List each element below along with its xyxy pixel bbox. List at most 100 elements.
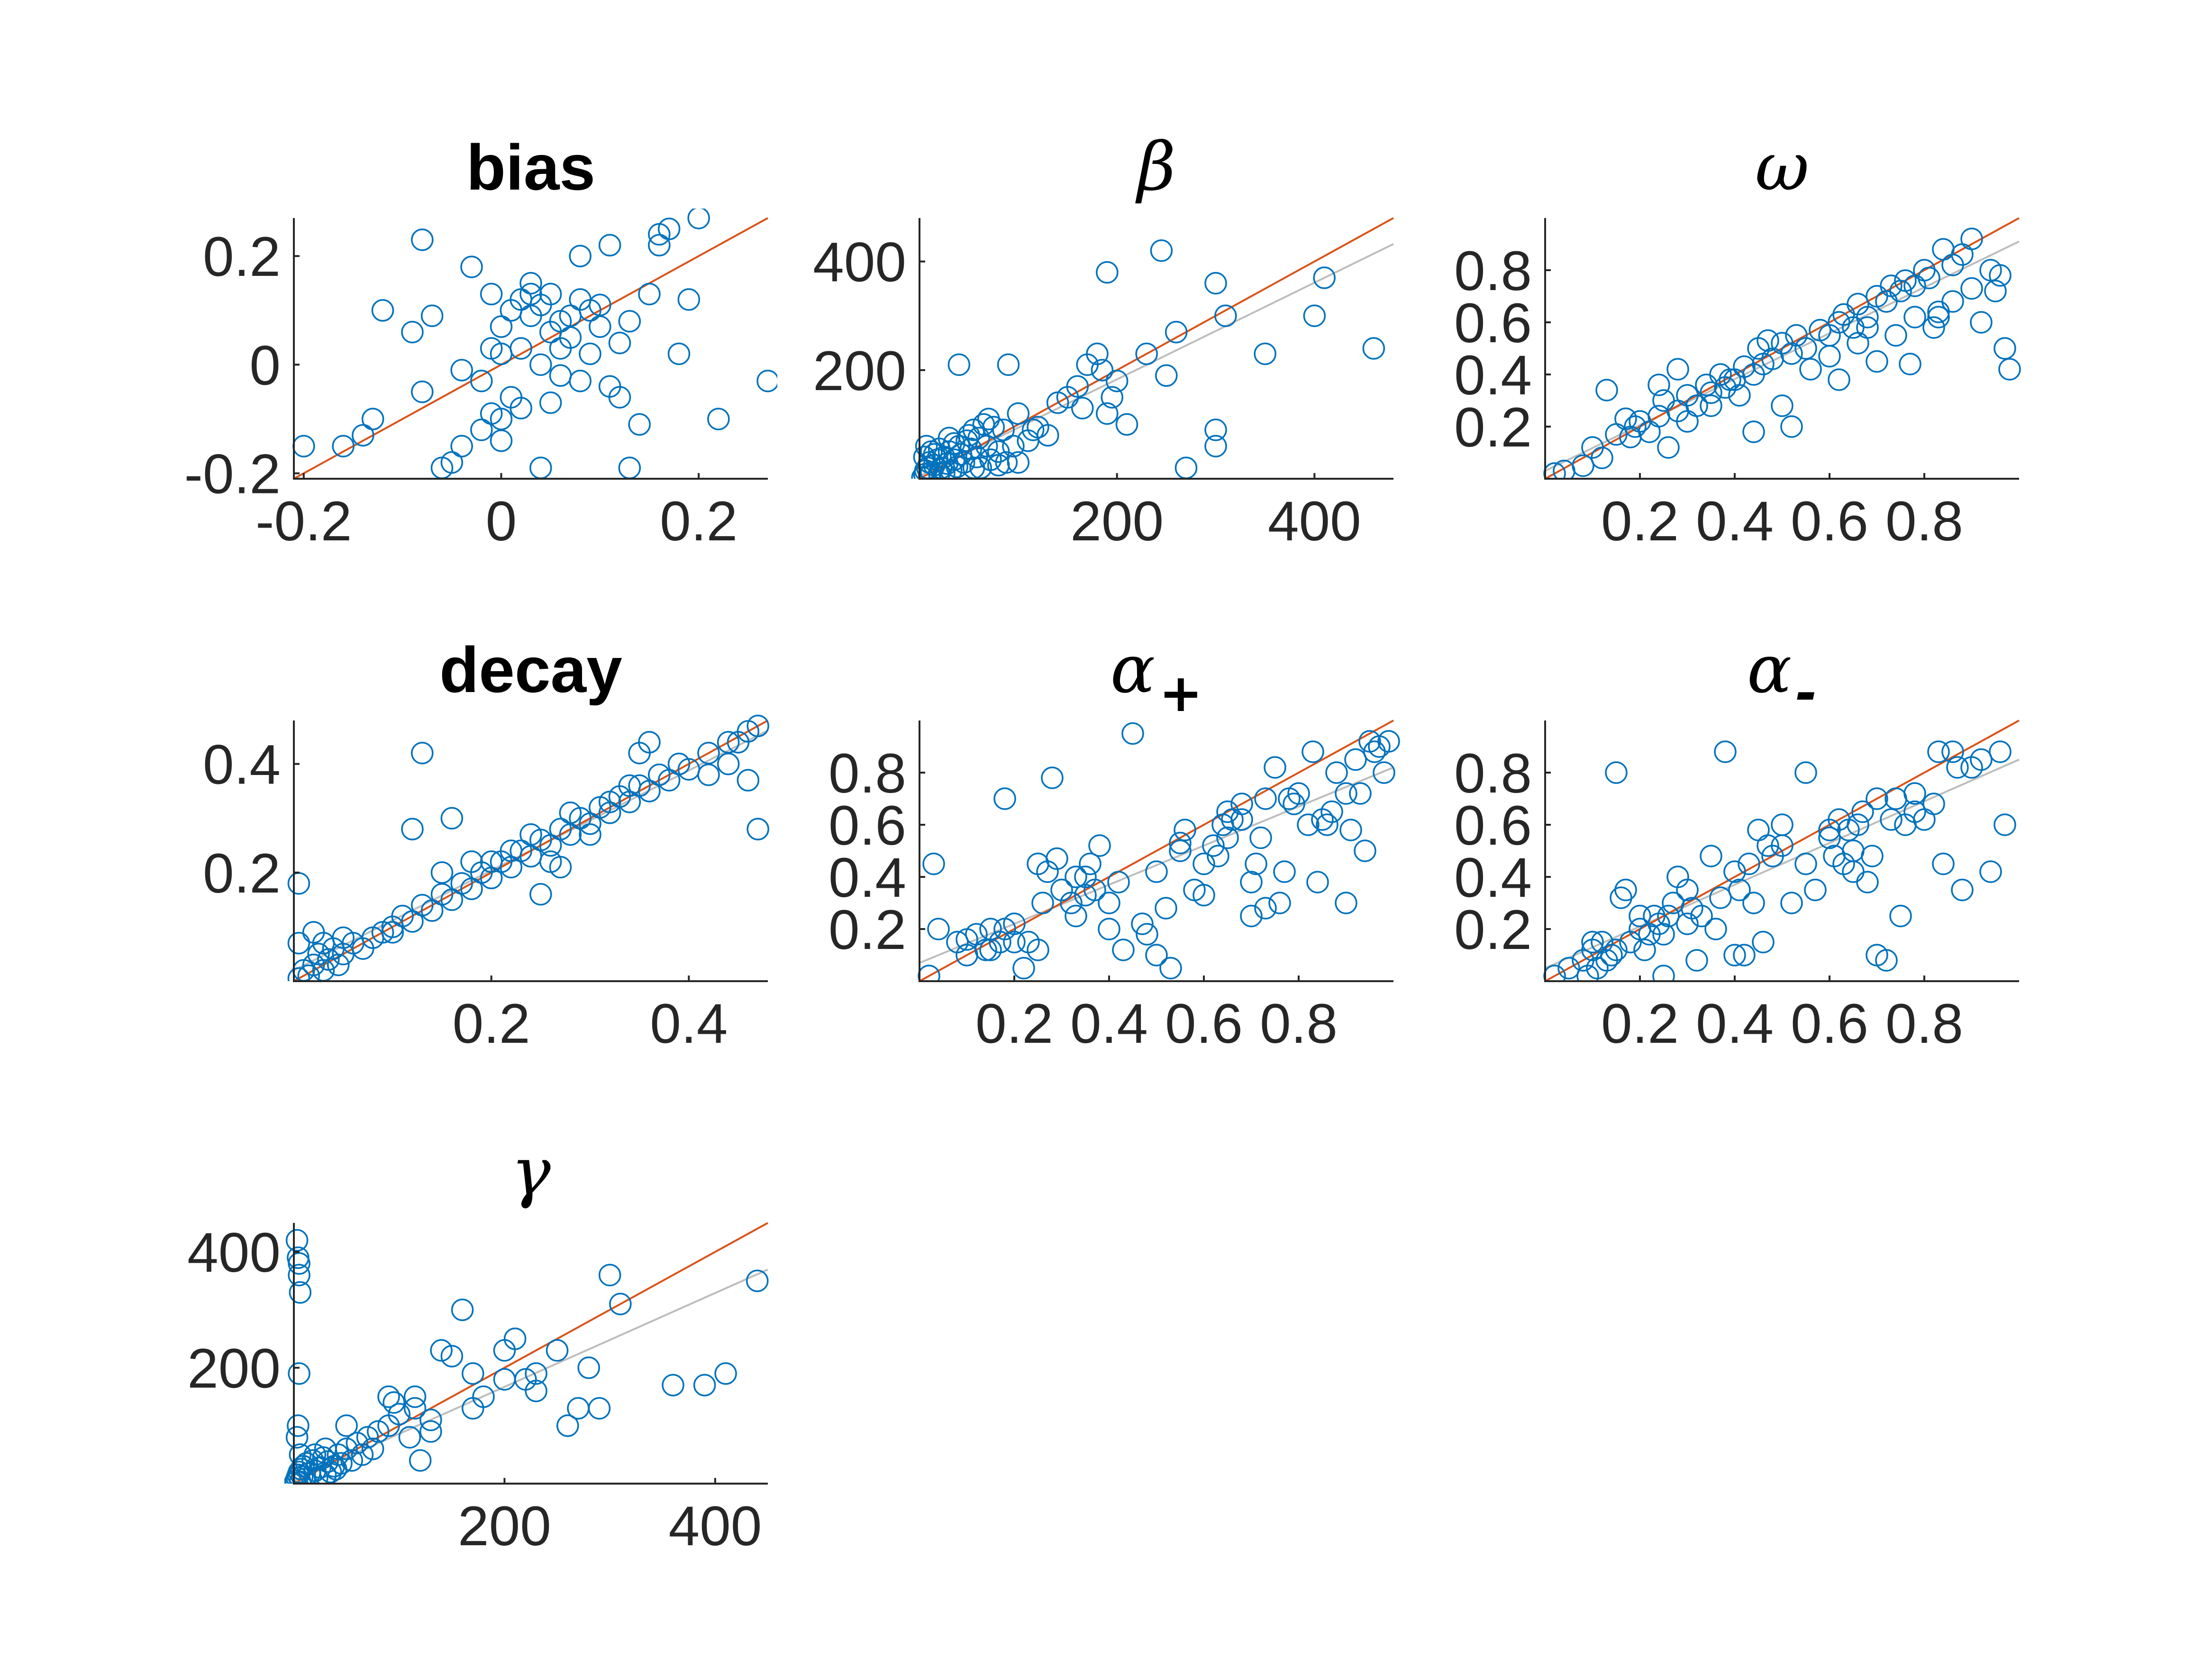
data-point <box>377 1385 400 1408</box>
data-point <box>525 1379 547 1403</box>
title-subscript: + <box>1159 663 1202 723</box>
data-point <box>927 918 950 940</box>
data-point <box>1096 261 1119 284</box>
title-subscript: - <box>1795 663 1817 723</box>
data-point <box>1230 793 1253 815</box>
y-tick-label: 400 <box>813 231 906 294</box>
data-point <box>480 337 503 360</box>
data-point <box>1605 939 1628 961</box>
data-point <box>1994 337 2016 360</box>
data-point <box>618 456 641 479</box>
data-point <box>1889 904 1912 928</box>
data-point <box>460 255 483 278</box>
data-point <box>1884 787 1907 810</box>
data-point <box>287 872 310 895</box>
x-tick-label: 0.4 <box>650 993 728 1055</box>
data-point <box>419 1408 442 1431</box>
data-point <box>1297 813 1320 836</box>
x-tick-label: 0.6 <box>1791 490 1868 553</box>
data-point <box>1723 944 1746 966</box>
data-point <box>1918 266 1940 290</box>
data-point <box>1101 386 1123 409</box>
data-point <box>559 802 582 824</box>
data-point <box>460 850 483 873</box>
data-point <box>997 353 1020 376</box>
data-point <box>714 1362 737 1385</box>
data-point <box>401 910 424 933</box>
data-point <box>440 1345 464 1367</box>
data-point <box>737 769 760 792</box>
data-point <box>1003 930 1026 954</box>
data-point <box>411 742 434 765</box>
data-point <box>579 823 601 846</box>
data-point <box>381 921 404 944</box>
data-point <box>638 283 661 306</box>
data-point <box>430 861 454 884</box>
data-point <box>1610 886 1632 909</box>
data-point <box>285 1426 309 1449</box>
data-point <box>1325 761 1348 784</box>
axes <box>293 218 768 480</box>
data-point <box>1771 394 1793 417</box>
x-tick-label: 400 <box>668 1495 762 1558</box>
data-point <box>1135 342 1158 365</box>
data-point <box>1136 923 1158 946</box>
data-point <box>367 1420 390 1443</box>
identity-line <box>919 217 1394 479</box>
data-point <box>1098 918 1120 940</box>
data-point <box>1847 332 1869 355</box>
data-point <box>1657 904 1680 928</box>
data-point <box>717 752 740 775</box>
data-point <box>288 1252 310 1275</box>
data-point <box>939 459 963 479</box>
panel-title: γ <box>511 1133 551 1211</box>
axes <box>1544 720 2019 982</box>
panel-title: decay <box>439 634 622 706</box>
y-tick-label: 0.6 <box>1454 794 1532 857</box>
panel-title: ω <box>1755 128 1809 206</box>
data-point <box>1629 904 1651 928</box>
data-point <box>1046 847 1068 870</box>
data-point <box>327 1443 350 1466</box>
data-point <box>285 1229 309 1252</box>
data-point <box>1169 831 1192 855</box>
data-point <box>1605 423 1628 446</box>
data-point <box>1065 904 1087 928</box>
y-tick-label: 0.8 <box>1454 240 1532 302</box>
y-tick-label: 200 <box>813 340 906 402</box>
plot-area <box>1543 720 2020 981</box>
data-point <box>993 787 1016 810</box>
y-tick-label: -0.2 <box>184 443 281 506</box>
data-point <box>922 852 945 875</box>
data-point <box>1165 320 1188 344</box>
data-point <box>979 939 1002 961</box>
data-point <box>1264 756 1286 779</box>
data-point <box>1633 939 1656 961</box>
data-point <box>403 1385 427 1408</box>
data-point <box>1354 839 1376 862</box>
data-point <box>1728 878 1751 902</box>
x-tick-label: 0.8 <box>1885 490 1963 553</box>
data-point <box>648 234 671 257</box>
data-point <box>717 731 740 754</box>
data-point <box>933 462 956 479</box>
data-point <box>1600 944 1623 966</box>
panel-alpha-minus: 0.2 0.4 0.6 0.80.20.40.60.8α- <box>1454 631 2020 1055</box>
data-point <box>1685 949 1708 972</box>
data-point <box>1316 813 1338 836</box>
data-point <box>289 1281 312 1304</box>
data-point <box>288 1362 310 1385</box>
axes <box>293 720 768 982</box>
x-tick-label: 0.2 <box>660 490 737 553</box>
data-point <box>1283 793 1305 815</box>
data-point <box>1927 740 1950 763</box>
data-point <box>913 446 936 468</box>
data-point <box>493 1339 516 1362</box>
data-point <box>1204 272 1227 295</box>
data-point <box>403 1397 427 1420</box>
x-tick-label: 0.8 <box>1885 993 1963 1055</box>
data-point <box>1107 871 1130 893</box>
y-tick-label: 0.2 <box>1454 396 1532 459</box>
data-point <box>667 342 691 365</box>
